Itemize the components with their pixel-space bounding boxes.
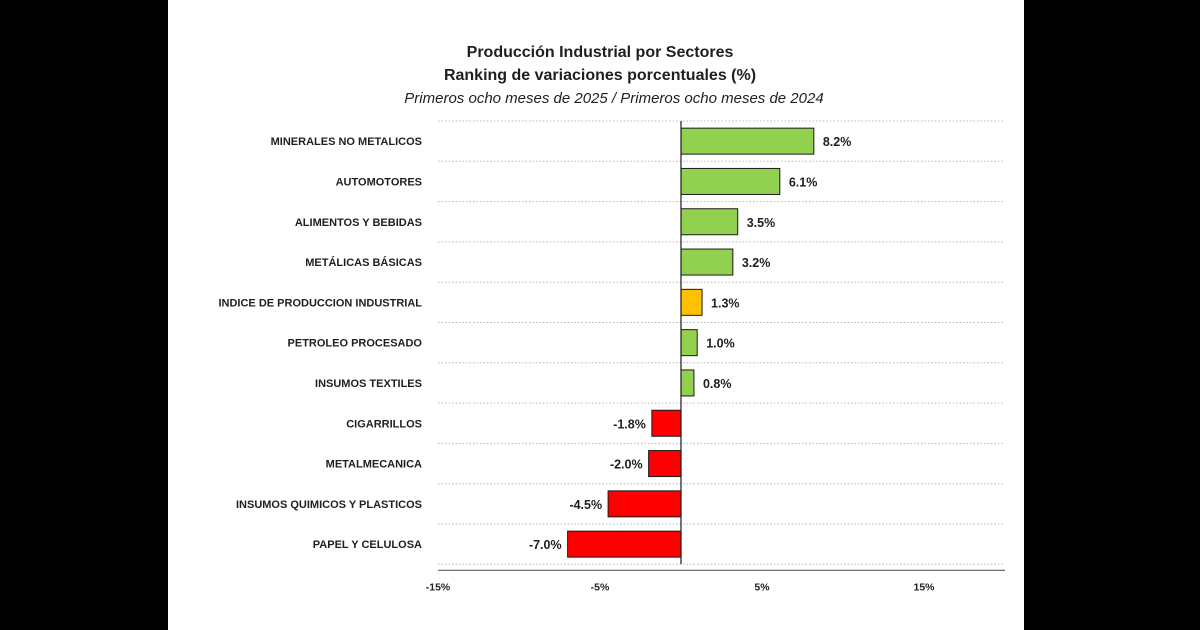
x-tick-label: -15% [426,581,451,593]
data-label: 1.3% [711,296,740,310]
data-label: 6.1% [789,175,818,189]
bar [680,167,781,195]
data-label: 8.2% [823,135,852,149]
category-label: METALMECANICA [326,459,422,471]
category-label: INSUMOS TEXTILES [315,378,422,390]
bar [648,450,682,478]
category-label: AUTOMOTORES [336,176,422,188]
data-label: 0.8% [703,377,732,391]
chart-panel [168,0,1024,630]
bar [680,369,695,397]
x-tick-label: 5% [754,581,770,593]
data-label: 3.2% [742,256,771,270]
bar [680,288,703,316]
category-label: INSUMOS QUIMICOS Y PLASTICOS [236,499,422,511]
bar [680,248,734,276]
bar [651,409,682,437]
bar [567,530,682,558]
bar [607,490,682,518]
bar [680,127,815,155]
chart-period-subtitle: Primeros ocho meses de 2025 / Primeros o… [404,90,823,107]
data-label: 3.5% [747,216,776,230]
data-label: -4.5% [569,498,602,512]
data-label: -7.0% [529,538,562,552]
chart-subtitle: Ranking de variaciones porcentuales (%) [444,67,756,84]
x-tick-label: -5% [591,581,610,593]
category-label: PAPEL Y CELULOSA [313,539,422,551]
gridlines [438,120,1005,565]
labels: MINERALES NO METALICOS 8.2% AUTOMOTORES 6.1… [218,135,935,593]
x-tick-label: 15% [913,581,935,593]
data-label: -2.0% [610,458,643,472]
axes [438,121,1005,571]
category-label: PETROLEO PROCESADO [288,338,423,350]
category-label: CIGARRILLOS [346,418,422,430]
bar [680,208,739,236]
bar [680,329,698,357]
category-label: INDICE DE PRODUCCION INDUSTRIAL [218,297,422,309]
category-label: ALIMENTOS Y BEBIDAS [295,217,422,229]
data-label: 1.0% [706,337,735,351]
data-label: -1.8% [613,417,646,431]
bars [567,127,815,558]
category-label: METÁLICAS BÁSICAS [305,256,422,269]
category-label: MINERALES NO METALICOS [271,136,422,148]
chart-title: Producción Industrial por Sectores [467,44,734,61]
